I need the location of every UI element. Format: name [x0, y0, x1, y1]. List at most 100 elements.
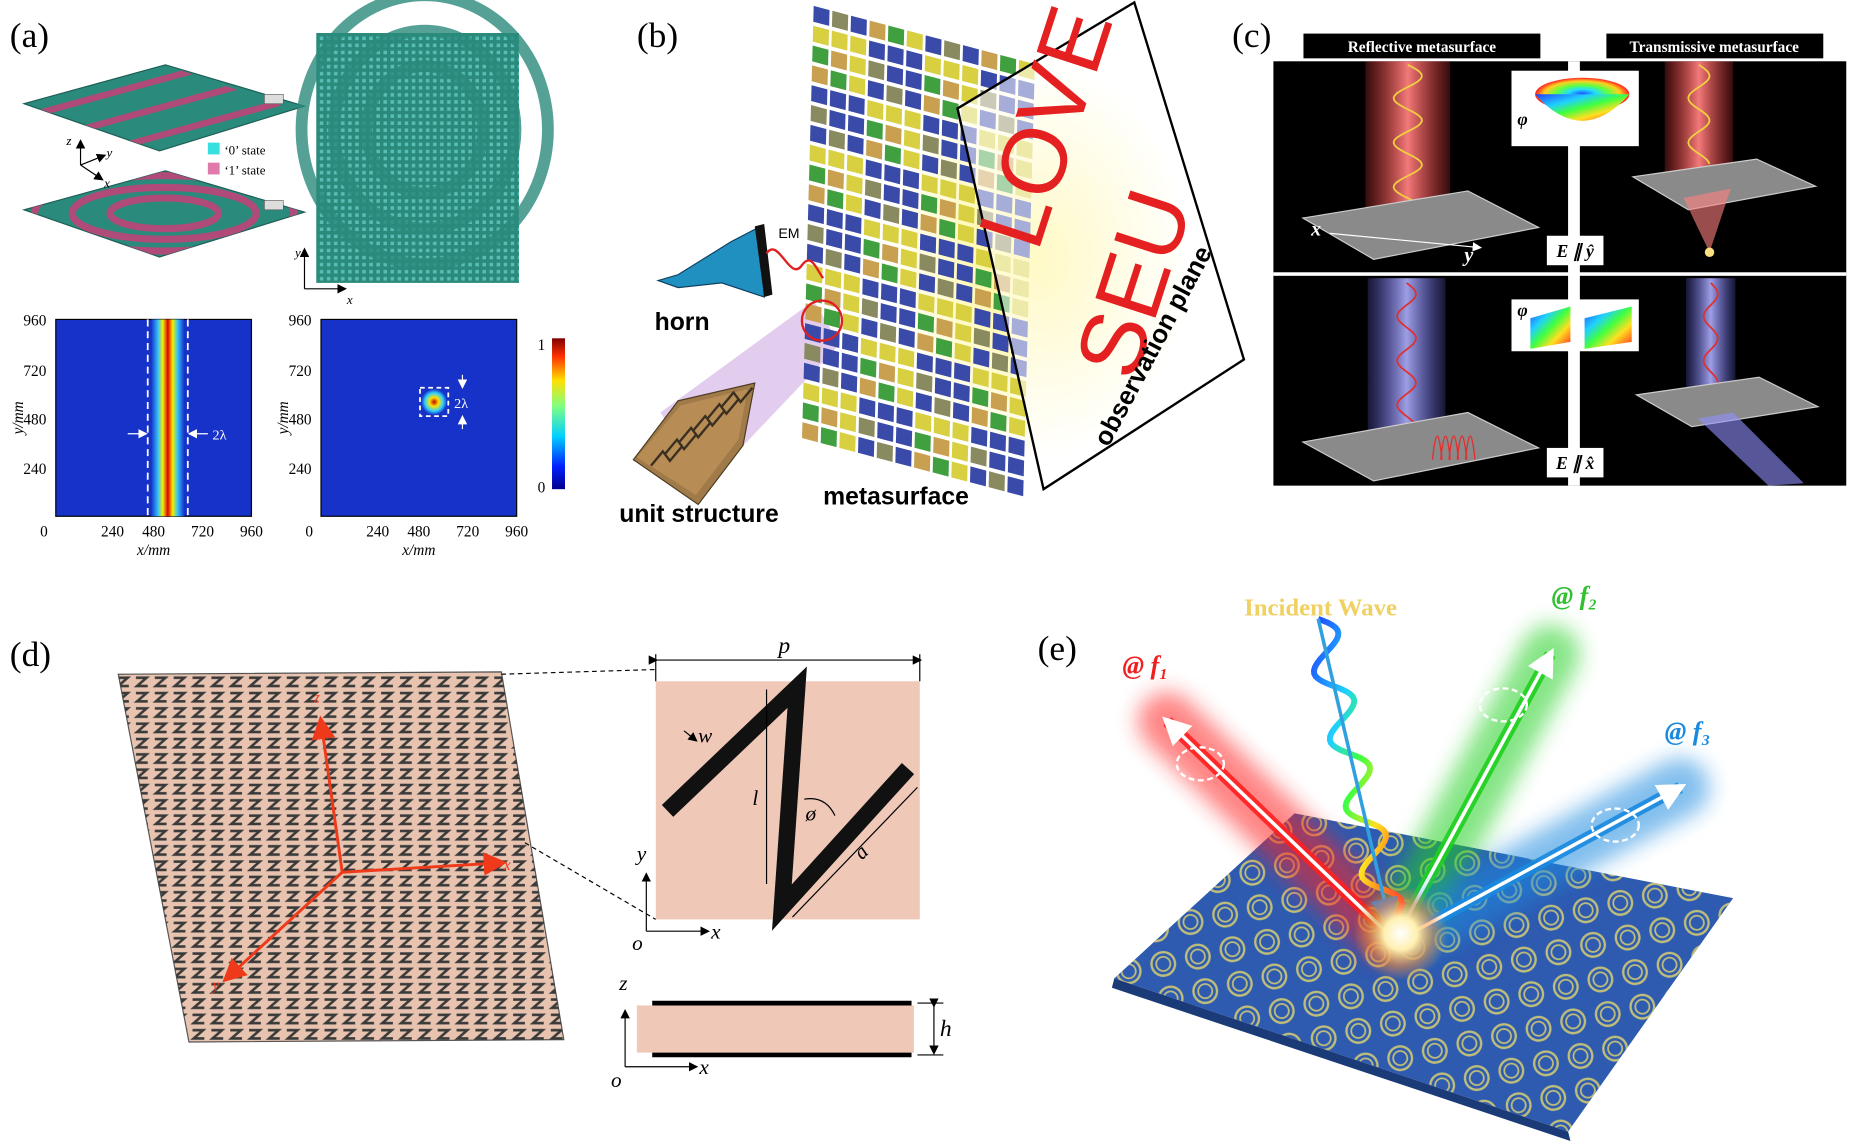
meta-cell — [939, 198, 956, 219]
wave — [1702, 282, 1719, 390]
meta-cell — [845, 213, 862, 234]
meta-cell — [850, 15, 867, 36]
axis-label: y — [1462, 245, 1473, 267]
x-tick-label: 960 — [240, 523, 263, 540]
unit-zigzag — [664, 434, 697, 455]
axis — [80, 153, 107, 166]
meta-cell — [1009, 396, 1026, 417]
meta-cell — [899, 288, 916, 309]
beam-label: @ f₃ — [1665, 717, 1711, 746]
meta-cell — [826, 228, 843, 249]
unit-zigzag — [706, 398, 740, 420]
meta-cell — [899, 307, 916, 329]
meta-cell — [811, 85, 828, 106]
meta-cell — [923, 114, 940, 135]
meta-cell — [900, 248, 917, 269]
meta-cell — [839, 412, 857, 433]
meta-cell — [934, 397, 951, 418]
x-tick-label: 720 — [456, 523, 479, 540]
meta-cell — [902, 189, 919, 210]
meta-cell — [938, 238, 955, 259]
meta-cell — [859, 377, 876, 398]
y-tick-label: 480 — [23, 411, 46, 428]
meta-cell — [840, 392, 857, 413]
meta-cell — [828, 129, 846, 150]
meta-cell — [811, 65, 828, 86]
meta-cell — [846, 154, 864, 175]
meta-cell — [846, 174, 863, 195]
meta-cell — [940, 179, 957, 200]
meta-cell — [972, 367, 989, 388]
meta-cell — [896, 407, 913, 428]
meta-cell — [868, 60, 885, 81]
axis-label: z — [618, 971, 627, 995]
meta-cell — [821, 387, 839, 408]
tag — [264, 94, 284, 105]
y-tick-label: 240 — [289, 461, 312, 478]
reflected-wave — [1464, 435, 1476, 460]
meta-cell — [847, 134, 864, 155]
header: Reflective metasurface — [1348, 39, 1497, 56]
meta-cell — [952, 402, 970, 423]
meta-cell — [850, 35, 867, 56]
meta-cell — [881, 263, 898, 284]
meta-cell — [933, 416, 951, 437]
polarization-box — [1546, 447, 1604, 478]
meta-cell — [901, 208, 919, 229]
meta-cell — [884, 144, 902, 165]
phase-bowl-body — [1535, 94, 1630, 121]
meta-cell — [935, 337, 953, 358]
meta-cell — [848, 95, 865, 116]
meta-cell — [924, 55, 942, 76]
meta-cell — [920, 193, 938, 214]
dim-label: w — [698, 724, 712, 748]
y-tick-label: 720 — [289, 363, 312, 380]
meta-cell — [1007, 476, 1024, 497]
beam — [1685, 278, 1736, 397]
beam-arrow — [1414, 784, 1687, 933]
meta-cell — [924, 75, 941, 96]
meta-cell — [962, 65, 979, 86]
meta-cell — [813, 5, 830, 26]
em-label: EM — [778, 225, 799, 241]
phase-ramp — [1584, 306, 1632, 349]
meta-cell — [906, 50, 923, 71]
meta-cell — [822, 367, 839, 388]
header-box — [1302, 32, 1542, 60]
substrate — [636, 1005, 914, 1053]
axis-label: y — [635, 841, 647, 865]
meta-cell — [913, 451, 931, 472]
legend-swatch — [207, 162, 220, 175]
unit-structure-top — [636, 388, 748, 496]
meta-cell — [885, 104, 903, 125]
metasurface-label: metasurface — [823, 483, 969, 510]
meta-cell — [860, 357, 877, 378]
x-axis-label: x/mm — [401, 542, 435, 559]
meta-cell — [882, 243, 899, 264]
axis — [1329, 232, 1483, 252]
meta-cell — [918, 273, 936, 294]
meta-cell — [954, 362, 971, 383]
meta-cell — [849, 55, 866, 76]
meta-cell — [903, 129, 921, 150]
ring — [106, 194, 222, 233]
meta-cell — [810, 105, 827, 126]
meta-cell — [900, 268, 917, 289]
colorbar-label: 1 — [538, 337, 546, 354]
meta-cell — [868, 40, 886, 61]
axis-label: y — [211, 977, 220, 994]
meta-cell — [953, 382, 970, 403]
y-tick-label: 960 — [23, 312, 46, 329]
meta-cell — [955, 302, 972, 323]
panel-label: (a) — [10, 15, 49, 55]
axis-label: o — [611, 1068, 622, 1092]
y-axis-label: y/mm — [10, 401, 27, 436]
meta-cell — [842, 332, 859, 353]
focus — [1704, 247, 1715, 257]
axis-label: y — [104, 145, 112, 160]
meta-cell — [824, 268, 842, 289]
axis-label: x — [103, 175, 110, 190]
beam-label: @ f₁ — [1123, 651, 1169, 680]
meta-cell — [1007, 456, 1025, 477]
meta-cell — [990, 411, 1007, 432]
